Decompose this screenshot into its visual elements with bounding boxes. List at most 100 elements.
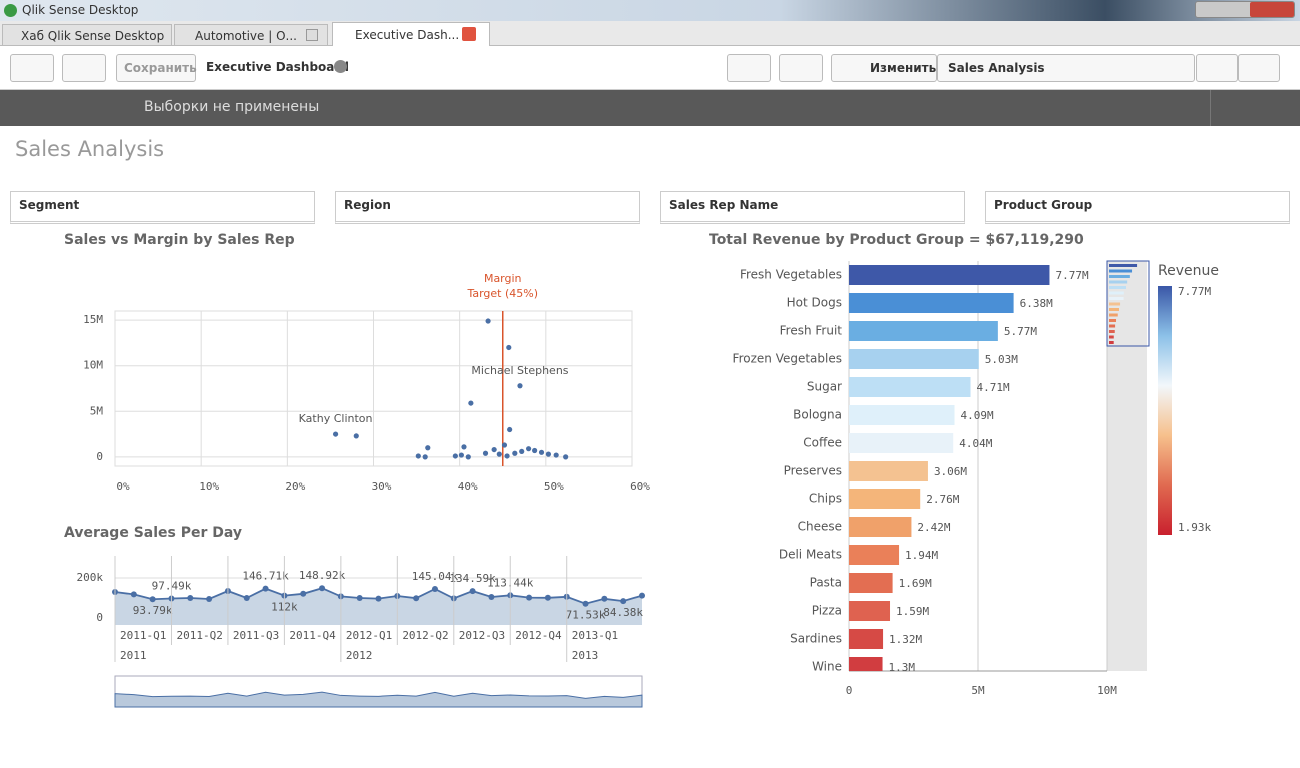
bar <box>849 489 921 509</box>
line-point <box>187 595 194 601</box>
line-point <box>469 588 476 595</box>
data-label: 2.76M <box>926 493 959 506</box>
navigator-area <box>114 691 643 708</box>
prev-sheet[interactable] <box>1196 54 1238 82</box>
menu-button[interactable] <box>62 54 106 82</box>
line-point <box>601 595 608 602</box>
filter-pane[interactable]: Product Group <box>985 191 1290 224</box>
filter-pane[interactable]: Segment <box>10 191 315 224</box>
chart-title: Average Sales Per Day <box>64 525 242 541</box>
area <box>115 588 642 625</box>
point-label: Michael Stephens <box>471 364 568 377</box>
selections-bar: Выборки не применены <box>0 90 1300 126</box>
x-tick-label: 10M <box>1097 684 1117 697</box>
y-tick-label: Chips <box>809 492 842 506</box>
data-label: 1.32M <box>889 633 922 646</box>
reference-label: Target (45%) <box>466 287 538 300</box>
bar <box>849 517 912 537</box>
line-point <box>262 585 269 592</box>
x-tick-label: 2013-Q1 <box>572 629 618 642</box>
scroll-thumb <box>1106 260 1150 347</box>
data-label: 1.59M <box>896 605 929 618</box>
y-tick-label: Fresh Fruit <box>780 324 843 338</box>
tab-bar: Хаб Qlik Sense Desktop Automotive | О...… <box>0 21 1300 47</box>
overview-bar <box>1109 286 1127 289</box>
close-button[interactable] <box>1250 2 1294 17</box>
y-tick-label: Pizza <box>812 604 842 618</box>
present-button[interactable] <box>727 54 771 82</box>
data-label: 71.53k <box>566 609 606 622</box>
x-tick-label: 10% <box>199 480 219 493</box>
line-point <box>431 585 438 592</box>
filter-pane[interactable]: Sales Rep Name <box>660 191 965 224</box>
y-tick-label: Preserves <box>784 464 842 478</box>
y-tick-label: 5M <box>90 404 104 417</box>
legend-scale <box>1158 286 1172 535</box>
bar <box>849 377 971 397</box>
legend-title: Revenue <box>1158 263 1219 279</box>
tab-close[interactable] <box>306 29 318 41</box>
x-tick-label: 2012-Q4 <box>515 629 562 642</box>
next-sheet[interactable] <box>1238 54 1280 82</box>
overview-bar <box>1109 335 1114 339</box>
x-tick-label: 2012-Q3 <box>459 629 505 642</box>
bookmark-button[interactable] <box>779 54 823 82</box>
sheet-title: Sales Analysis <box>15 137 165 161</box>
line-point <box>206 596 213 602</box>
save-button[interactable]: Сохранить <box>116 54 197 82</box>
nav-button[interactable] <box>10 54 54 82</box>
tab-active[interactable]: Executive Dash... <box>332 22 490 47</box>
tab-close[interactable] <box>462 27 476 41</box>
y-tick-label: Pasta <box>810 576 842 590</box>
scatter-point <box>491 446 497 453</box>
scatter-point <box>532 447 538 454</box>
x-tick-label: 2012-Q1 <box>346 629 392 642</box>
edit-button[interactable]: Изменить <box>831 54 937 82</box>
x-tick-label: 0 <box>846 684 853 697</box>
scatter-point <box>512 450 518 456</box>
scatter-point <box>519 448 525 455</box>
scatter-point <box>517 383 523 389</box>
scatter-point <box>415 453 421 459</box>
scatter-point <box>538 449 545 455</box>
scatter-point <box>422 454 428 460</box>
line-point <box>413 595 420 602</box>
scatter-point <box>507 426 513 433</box>
tab[interactable]: Хаб Qlik Sense Desktop <box>2 24 172 46</box>
scatter-point <box>563 454 569 460</box>
data-label: 93.79k <box>133 604 173 617</box>
scatter-point <box>353 433 359 439</box>
data-label: 1.3M <box>889 661 916 674</box>
scatter-point <box>452 453 458 459</box>
line-point <box>639 592 645 599</box>
scatter-point <box>332 431 339 437</box>
toolbar: Сохранить Executive Dashboard Изменить S… <box>0 46 1300 90</box>
data-label: 146.71k <box>242 570 289 583</box>
scatter-point <box>506 344 512 351</box>
x-tick-label: 2011-Q2 <box>176 629 222 642</box>
scroll-track <box>1107 261 1147 671</box>
overview-bar <box>1109 269 1133 273</box>
scatter-point <box>458 452 464 458</box>
app-icon <box>4 4 17 17</box>
window-controls[interactable] <box>1195 1 1295 18</box>
x-tick-label: 2012-Q2 <box>402 629 448 642</box>
app-info[interactable] <box>334 60 347 73</box>
filter-pane[interactable]: Region <box>335 191 640 224</box>
scatter-point <box>526 446 532 452</box>
bar <box>849 601 891 621</box>
data-label: 3.06M <box>934 465 967 478</box>
y-tick-label: Coffee <box>803 436 842 450</box>
line-point <box>243 595 250 601</box>
scatter-point <box>482 450 489 456</box>
tab[interactable]: Automotive | О... <box>174 24 328 46</box>
sheet-selector[interactable]: Sales Analysis <box>937 54 1195 82</box>
y-tick-label: 0 <box>96 611 103 624</box>
scatter-point <box>465 454 471 460</box>
x-tick-label: 30% <box>372 480 392 493</box>
chart-title: Total Revenue by Product Group = $67,119… <box>709 232 1084 248</box>
bar <box>849 349 979 369</box>
overview-bar <box>1109 275 1130 278</box>
y-tick-label: Frozen Vegetables <box>733 352 842 366</box>
